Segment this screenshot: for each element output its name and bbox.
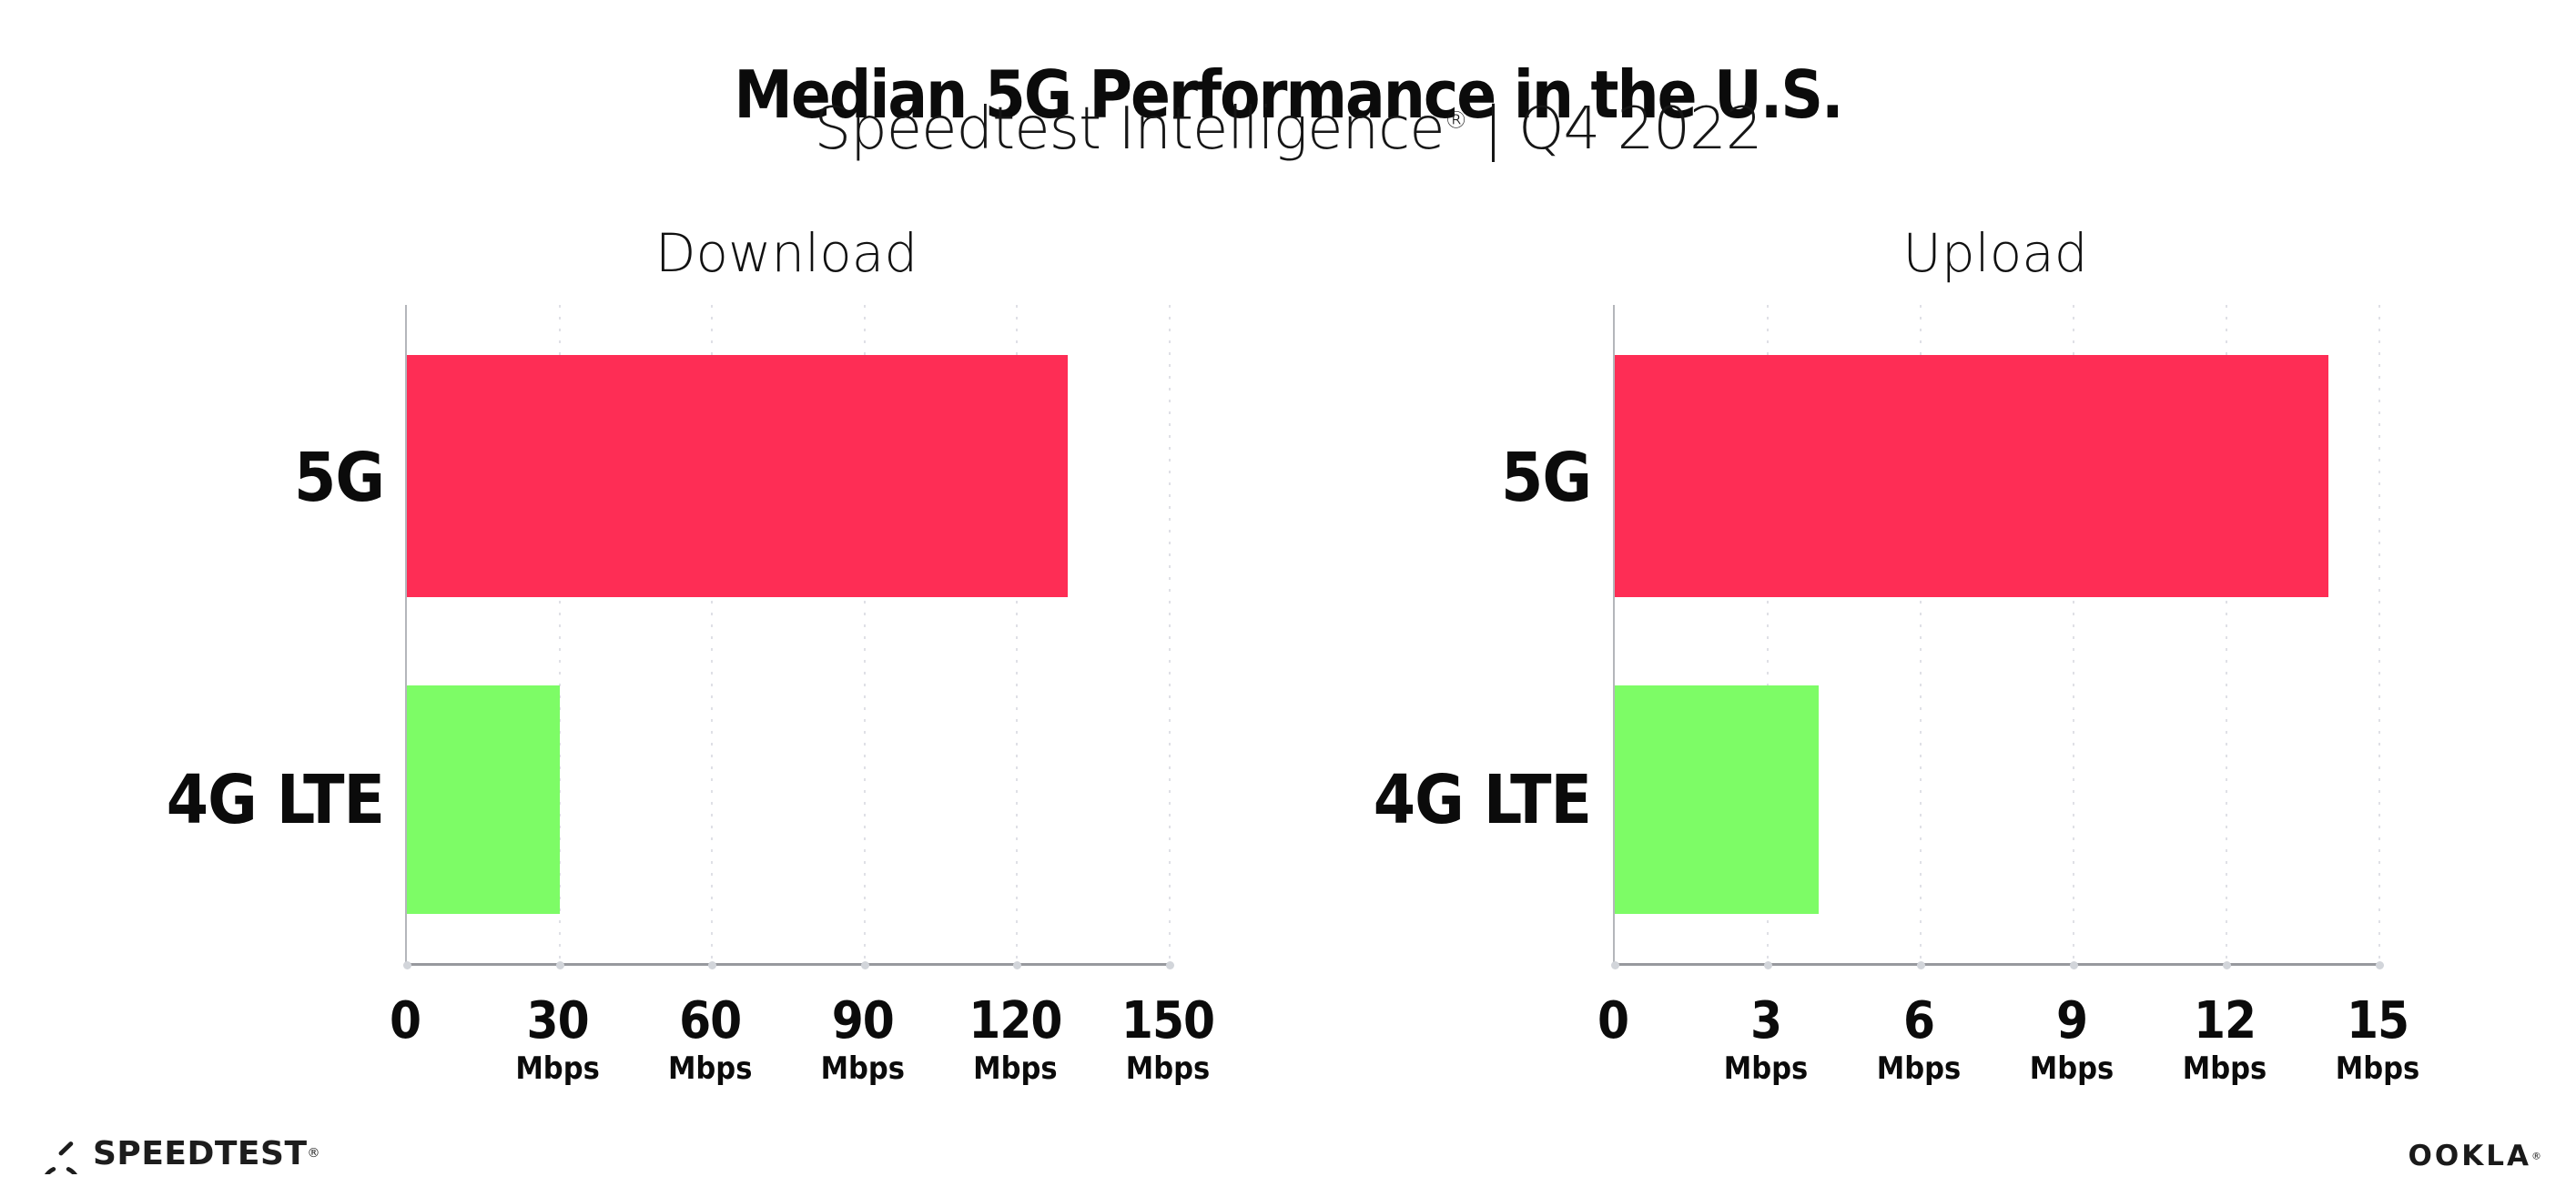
bar-4g-lte-download: [407, 685, 560, 914]
axis-tick-dot: [1611, 961, 1619, 969]
x-tick-unit: Mbps: [515, 1050, 600, 1087]
upload-chart-title: Upload: [1902, 222, 2088, 284]
x-tick-unit: Mbps: [973, 1050, 1058, 1087]
subtitle-separator: |: [1483, 96, 1504, 163]
download-plot-area: [403, 305, 1174, 969]
ookla-logo: OOKLA®: [2409, 1140, 2541, 1172]
category-label-4g-lte: 4G LTE: [166, 761, 385, 839]
axis-tick-dot: [2070, 961, 2078, 969]
gridline: [711, 305, 714, 963]
bar-5g-download: [407, 355, 1069, 597]
x-tick-value: 9: [2055, 991, 2088, 1050]
bar-5g-upload: [1615, 355, 2328, 597]
x-tick-value: 12: [2193, 991, 2257, 1050]
axis-tick-dot: [860, 961, 869, 969]
axis-tick-dot: [2376, 961, 2384, 969]
gridline: [2073, 305, 2074, 963]
x-tick-unit: Mbps: [2029, 1050, 2115, 1087]
download-chart-title: Download: [654, 222, 918, 284]
x-tick-unit: Mbps: [820, 1050, 906, 1087]
x-tick-value: 120: [969, 991, 1062, 1050]
speedtest-gauge-icon: [45, 1141, 77, 1174]
axis-tick-dot: [708, 961, 717, 969]
x-tick-value: 3: [1749, 991, 1782, 1050]
page-subtitle: Speedtest Intelligence® | Q4 2022: [0, 93, 2576, 166]
axis-tick-dot: [403, 961, 411, 969]
speedtest-logo-text: SPEEDTEST: [93, 1134, 308, 1172]
gridline: [1920, 305, 1922, 963]
page-title: Median 5G Performance in the U.S.: [734, 56, 1843, 134]
upload-plot-area: [1611, 305, 2384, 969]
x-tick-unit: Mbps: [1876, 1050, 1962, 1087]
registered-trademark-icon: ®: [2531, 1150, 2541, 1162]
x-tick-unit: Mbps: [667, 1050, 753, 1087]
gridline: [863, 305, 866, 963]
x-tick-value: 60: [679, 991, 742, 1050]
x-tick-value: 90: [831, 991, 895, 1050]
axis-tick-dot: [1166, 961, 1174, 969]
gridline: [2226, 305, 2227, 963]
x-tick-unit: Mbps: [2182, 1050, 2267, 1087]
registered-trademark-icon: ®: [307, 1146, 320, 1161]
axis-tick-dot: [1917, 961, 1925, 969]
axis-tick-dot: [2223, 961, 2231, 969]
x-tick-value: 150: [1121, 991, 1215, 1050]
category-label-4g-lte: 4G LTE: [1373, 761, 1592, 839]
category-label-5g: 5G: [1501, 439, 1592, 517]
bar-4g-lte-upload: [1615, 685, 1819, 914]
registered-trademark-icon: ®: [1444, 107, 1468, 135]
gridline: [1169, 305, 1171, 963]
axis-tick-dot: [1013, 961, 1022, 969]
x-tick-value: 0: [1597, 991, 1629, 1050]
x-tick-unit: Mbps: [1125, 1050, 1211, 1087]
axis-tick-dot: [1764, 961, 1772, 969]
axis-tick-dot: [555, 961, 564, 969]
gridline: [558, 305, 561, 963]
x-tick-unit: Mbps: [1723, 1050, 1809, 1087]
category-label-5g: 5G: [294, 439, 385, 517]
subtitle-period: Q4 2022: [1518, 96, 1762, 163]
x-tick-value: 15: [2346, 991, 2409, 1050]
gridline: [2378, 305, 2380, 963]
x-tick-value: 6: [1902, 991, 1935, 1050]
x-tick-value: 0: [389, 991, 421, 1050]
ookla-logo-text: OOKLA: [2408, 1140, 2531, 1172]
download-x-axis: 0 30 Mbps 60 Mbps 90 Mbps 120 Mbps 150 M…: [390, 991, 1215, 1140]
subtitle-brand: Speedtest Intelligence: [814, 96, 1445, 163]
x-tick-value: 30: [526, 991, 590, 1050]
gridline: [1016, 305, 1019, 963]
x-tick-unit: Mbps: [2335, 1050, 2420, 1087]
gridline: [1767, 305, 1769, 963]
speedtest-logo: SPEEDTEST ®: [40, 1132, 320, 1174]
upload-x-axis: 0 3 Mbps 6 Mbps 9 Mbps 12 Mbps 15 Mbps: [1597, 991, 2419, 1140]
